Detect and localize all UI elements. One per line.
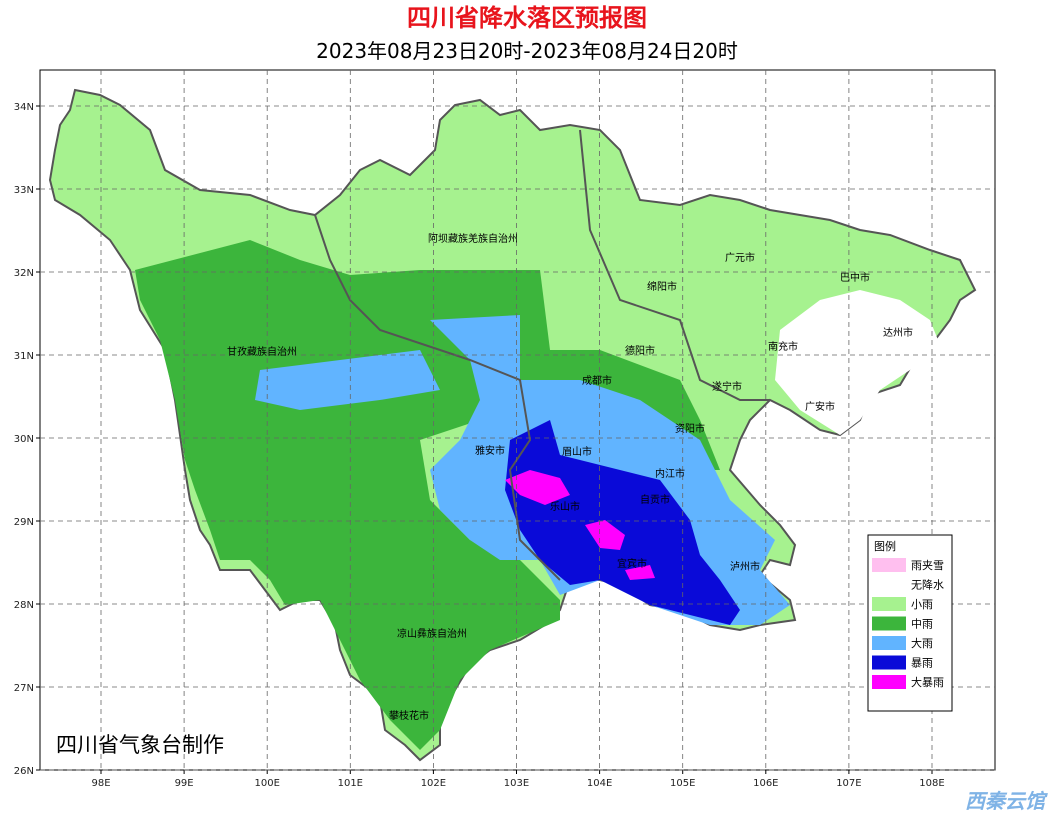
y-tick-label: 33N: [14, 185, 34, 196]
y-tick-label: 29N: [14, 517, 34, 528]
y-tick-label: 32N: [14, 268, 34, 279]
place-label: 眉山市: [562, 445, 592, 458]
prefecture-boundary: [579, 129, 770, 401]
heavy-rain-area: [255, 350, 440, 410]
y-tick-label: 28N: [14, 600, 34, 611]
legend-swatch: [872, 655, 906, 670]
place-label: 凉山彝族自治州: [397, 627, 467, 640]
legend-label: 雨夹雪: [911, 559, 944, 572]
y-tick-label: 26N: [14, 766, 34, 777]
place-label: 广安市: [805, 400, 835, 413]
y-tick-label: 34N: [14, 102, 34, 113]
place-label: 资阳市: [675, 422, 705, 435]
x-tick-label: 108E: [919, 778, 944, 789]
legend-swatch: [872, 577, 906, 592]
place-label: 自贡市: [640, 493, 670, 506]
place-label: 达州市: [883, 326, 913, 339]
x-tick-label: 102E: [421, 778, 446, 789]
place-label: 甘孜藏族自治州: [227, 345, 297, 358]
legend-swatch: [872, 558, 906, 572]
graticule: 98E 99E 100E 101E 102E 103E 104E 105E 106E 107E 10…: [14, 70, 995, 789]
heavy-rainstorm-area: [625, 565, 655, 580]
place-label: 南充市: [768, 340, 798, 353]
place-label: 内江市: [655, 467, 685, 480]
place-label: 泸州市: [730, 560, 760, 573]
place-label: 遂宁市: [712, 380, 742, 393]
legend-label: 小雨: [911, 598, 933, 611]
place-label: 绵阳市: [647, 280, 677, 293]
place-label: 宜宾市: [617, 557, 647, 570]
legend-title: 图例: [874, 539, 896, 553]
x-tick-label: 99E: [175, 778, 194, 789]
legend-swatch: [872, 675, 906, 689]
credit: 四川省气象台制作: [56, 733, 224, 757]
legend-swatch: [872, 636, 906, 650]
prefecture-boundary: [314, 214, 561, 581]
x-tick-label: 104E: [587, 778, 612, 789]
precipitation-layers: [48, 88, 977, 762]
x-tick-label: 103E: [504, 778, 529, 789]
place-label: 阿坝藏族羌族自治州: [428, 232, 518, 245]
place-label: 广元市: [725, 251, 755, 264]
legend-swatch: [872, 616, 906, 631]
no-rain-area: [775, 290, 940, 435]
legend-label: 大雨: [911, 636, 933, 650]
place-label: 攀枝花市: [389, 709, 429, 722]
rainstorm-area: [505, 420, 740, 625]
heavy-rainstorm-area: [585, 520, 625, 550]
place-label: 雅安市: [475, 444, 505, 457]
legend-label: 大暴雨: [911, 675, 944, 689]
legend-label: 暴雨: [911, 657, 933, 670]
watermark: 西秦云馆: [965, 789, 1048, 813]
x-tick-label: 105E: [670, 778, 695, 789]
legend-label: 中雨: [911, 618, 933, 631]
x-tick-label: 98E: [91, 778, 110, 789]
subtitle: 2023年08月23日20时-2023年08月24日20时: [316, 39, 738, 63]
y-tick-label: 27N: [14, 683, 34, 694]
y-tick-label: 30N: [14, 434, 34, 445]
title: 四川省降水落区预报图: [407, 4, 647, 32]
heavy-rainstorm-area: [505, 470, 570, 505]
legend-swatch: [872, 597, 906, 611]
legend-label: 无降水: [911, 578, 944, 592]
place-label: 巴中市: [840, 271, 870, 284]
x-tick-label: 107E: [836, 778, 861, 789]
x-tick-label: 100E: [254, 778, 279, 789]
x-tick-label: 106E: [753, 778, 778, 789]
place-label: 德阳市: [625, 344, 655, 357]
x-tick-label: 101E: [338, 778, 363, 789]
y-tick-label: 31N: [14, 351, 34, 362]
place-label: 乐山市: [550, 500, 580, 513]
place-label: 成都市: [582, 374, 612, 387]
